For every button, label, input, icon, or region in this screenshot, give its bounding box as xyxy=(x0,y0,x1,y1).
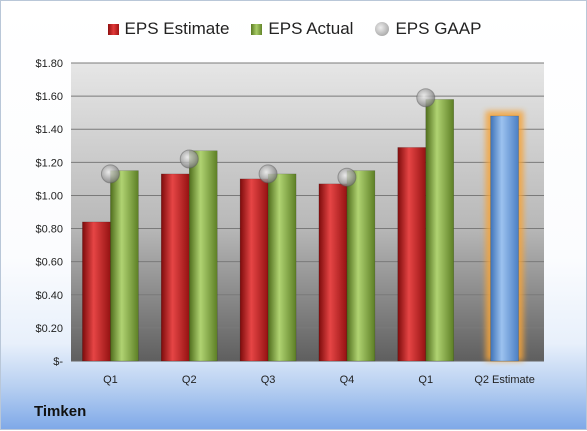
bar-eps-actual xyxy=(267,173,297,362)
point-eps-gaap xyxy=(100,164,120,184)
bar-eps-actual xyxy=(346,170,376,362)
y-tick-label: $0.20 xyxy=(35,323,63,335)
bar-q2-estimate xyxy=(490,115,519,362)
y-tick-label: $1.80 xyxy=(35,58,63,70)
y-tick-label: $0.60 xyxy=(35,257,63,269)
x-tick-label: Q2 xyxy=(182,374,197,386)
bar-eps-actual xyxy=(189,150,218,362)
y-tick-label: $1.60 xyxy=(35,91,63,103)
bar-eps-estimate xyxy=(397,147,426,362)
legend-label-estimate: EPS Estimate xyxy=(124,19,230,38)
legend-swatch-gaap xyxy=(375,22,390,36)
x-tick-label: Q2 Estimate xyxy=(474,374,535,386)
bar-eps-estimate xyxy=(82,221,111,362)
x-tick-label: Q1 xyxy=(103,374,118,386)
y-tick-label: $1.00 xyxy=(35,190,63,202)
point-eps-gaap xyxy=(416,88,436,108)
y-tick-label: $1.40 xyxy=(35,124,63,136)
legend-item-actual: EPS Actual xyxy=(251,19,353,39)
legend-label-gaap: EPS GAAP xyxy=(395,19,482,38)
point-eps-gaap xyxy=(258,164,278,184)
y-tick-label: $0.40 xyxy=(35,290,63,302)
legend-label-actual: EPS Actual xyxy=(268,19,354,38)
bar-eps-estimate xyxy=(318,183,348,362)
company-name: Timken xyxy=(34,403,87,420)
legend-swatch-actual xyxy=(251,23,263,35)
bar-eps-actual xyxy=(110,170,139,362)
y-axis-ticks: $- $0.20 $0.40 $0.60 $0.80 $1.00 $1.20 $1.40 $1.… xyxy=(35,58,63,368)
bar-eps-estimate xyxy=(161,173,190,362)
y-tick-label: $1.20 xyxy=(35,157,63,169)
x-axis-ticks: Q1 Q2 Q3 Q4 Q1 Q2 Estimate xyxy=(103,374,535,386)
point-eps-gaap xyxy=(179,149,199,169)
x-tick-label: Q4 xyxy=(340,374,355,386)
legend-item-estimate: EPS Estimate xyxy=(107,19,230,39)
gaap-points xyxy=(100,88,436,187)
bars xyxy=(82,99,524,362)
y-tick-label: $- xyxy=(53,356,63,368)
point-eps-gaap xyxy=(337,167,357,187)
x-tick-label: Q3 xyxy=(261,374,276,386)
legend-item-gaap: EPS GAAP xyxy=(375,19,481,39)
y-tick-label: $0.80 xyxy=(35,224,63,236)
bar-eps-estimate xyxy=(239,178,269,362)
legend: EPS Estimate EPS Actual EPS GAAP xyxy=(1,15,587,43)
bar-eps-actual xyxy=(425,99,454,362)
gridlines xyxy=(71,62,544,362)
plot-area xyxy=(71,63,544,361)
x-tick-label: Q1 xyxy=(418,374,433,386)
legend-swatch-estimate xyxy=(107,23,119,35)
